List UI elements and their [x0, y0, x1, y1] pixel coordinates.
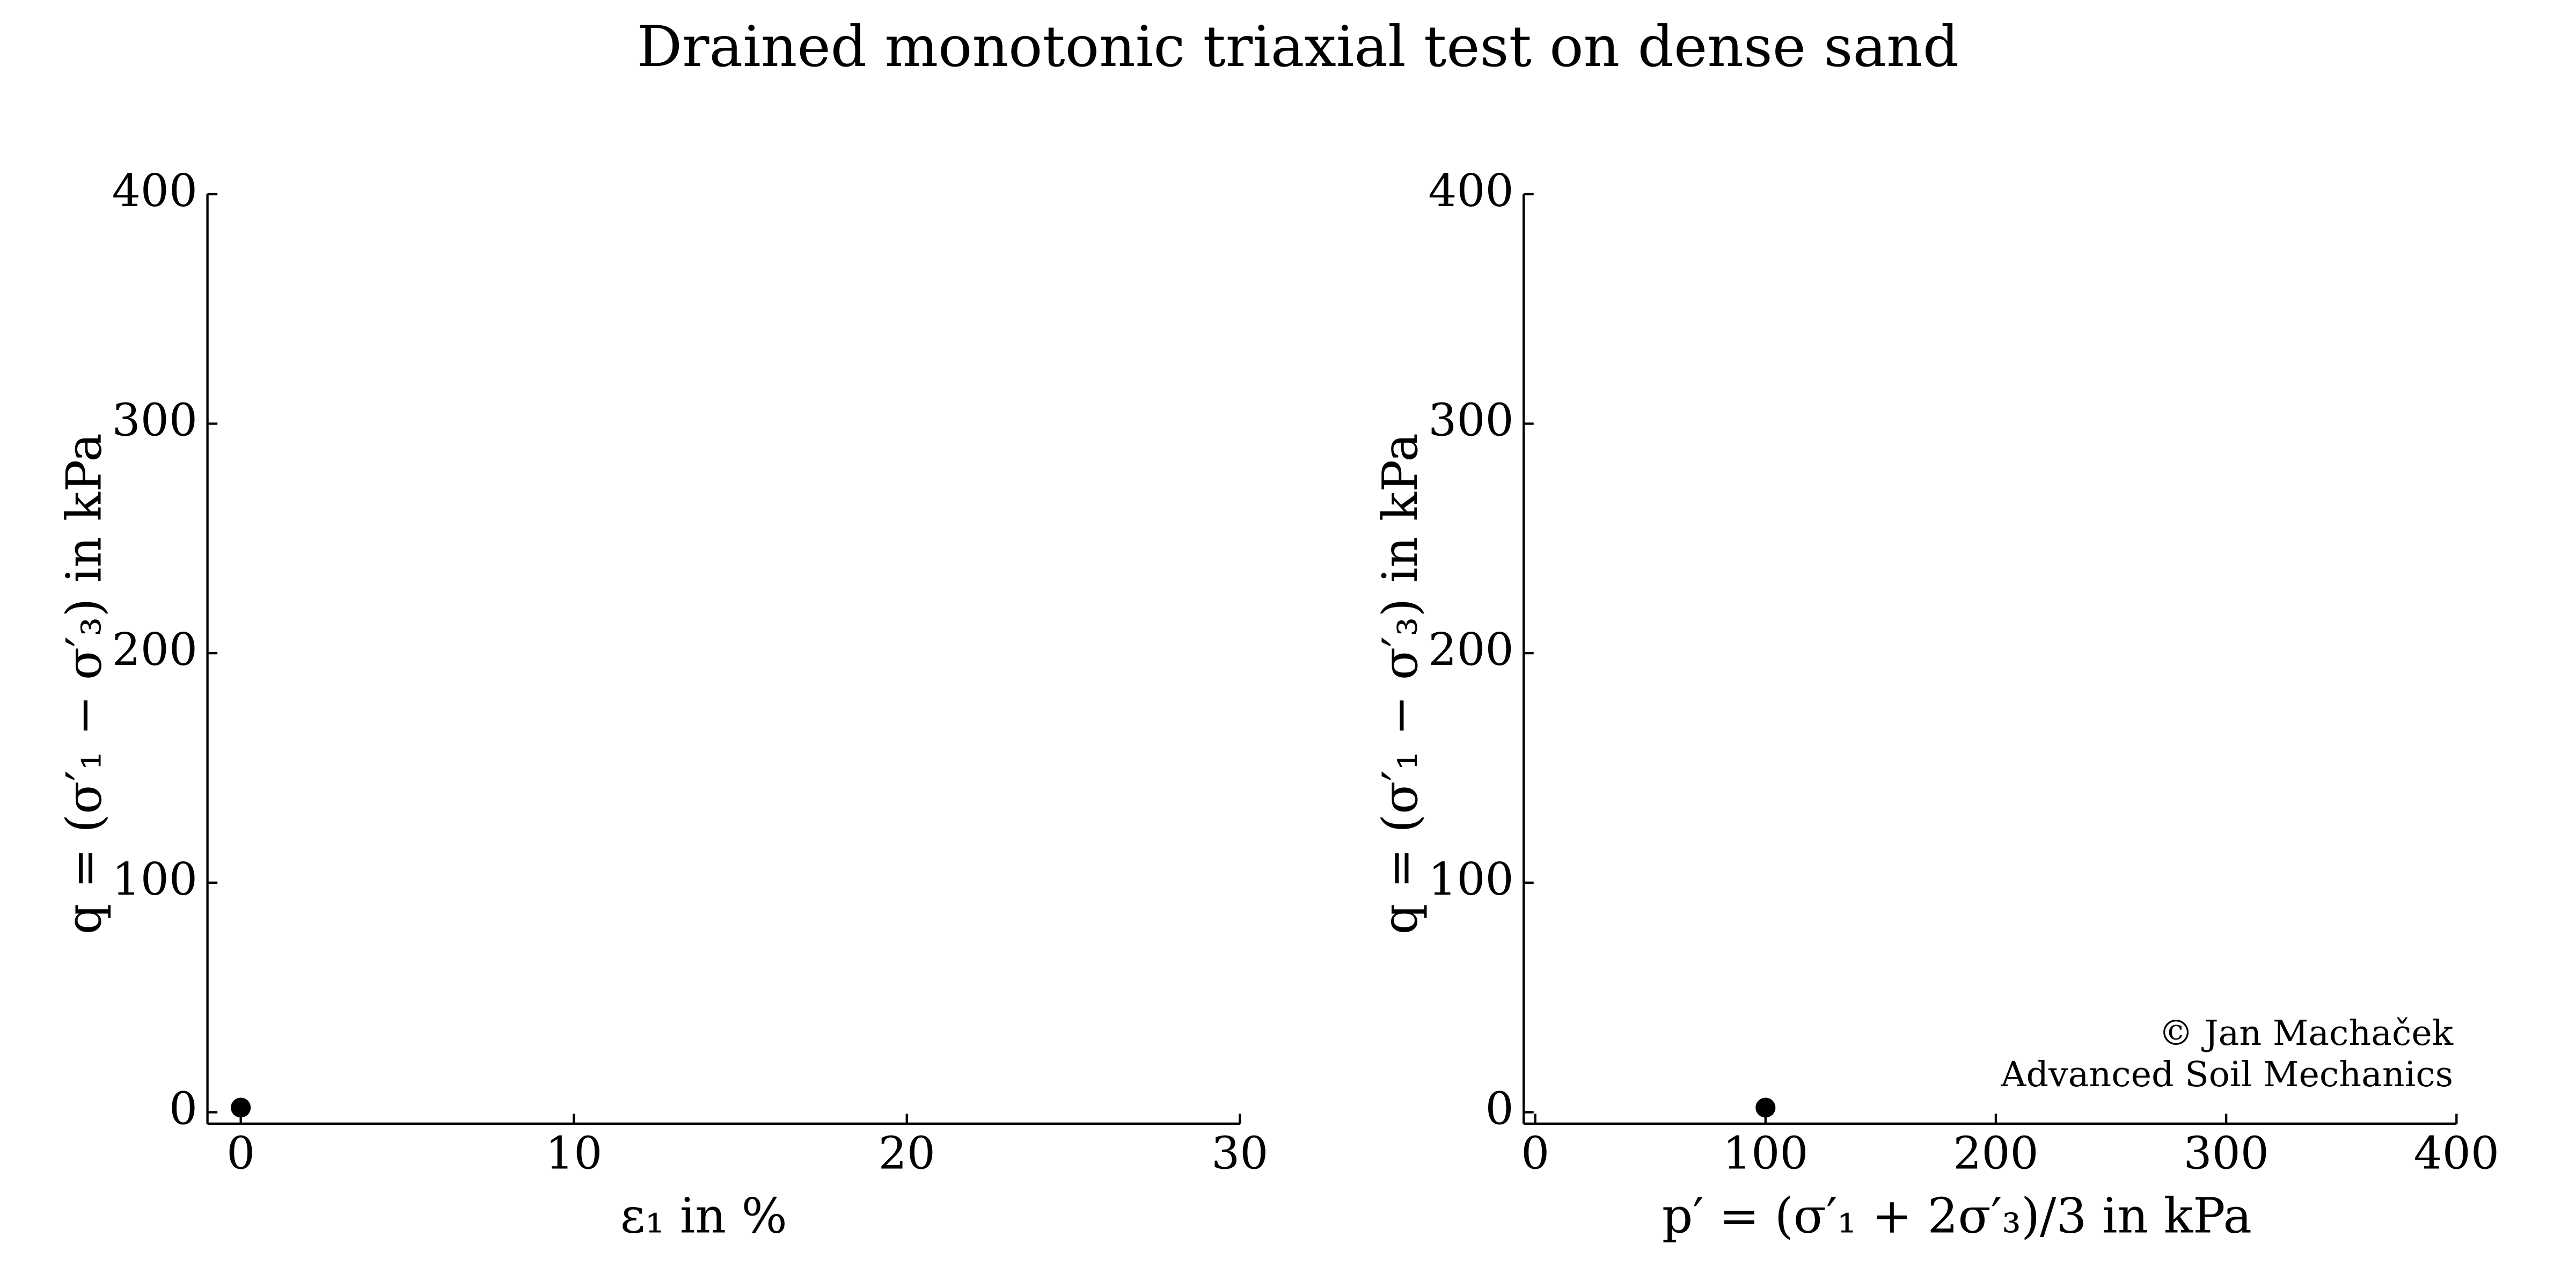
x-tick-label: 0 — [1521, 1127, 1549, 1180]
annotation: Advanced Soil Mechanics — [2001, 1055, 2454, 1095]
x-tick-label: 200 — [1953, 1127, 2038, 1180]
y-tick-label: 100 — [1428, 853, 1513, 905]
x-axis-label: p′ = (σ′₁ + 2σ′₃)/3 in kPa — [1662, 1189, 2252, 1245]
y-tick-label: 200 — [1428, 623, 1513, 676]
y-tick-label: 100 — [112, 853, 197, 905]
figure-title: Drained monotonic triaxial test on dense… — [637, 13, 1959, 79]
annotation: © Jan Machaček — [2158, 1013, 2454, 1053]
y-axis-label: q = (σ′₁ − σ′₃) in kPa — [56, 433, 112, 934]
data-point — [1755, 1097, 1776, 1118]
x-tick-label: 400 — [2414, 1127, 2499, 1180]
y-tick-label: 200 — [112, 623, 197, 676]
data-point — [231, 1097, 251, 1118]
x-tick-label: 0 — [226, 1127, 255, 1180]
y-tick-label: 0 — [169, 1082, 197, 1135]
y-tick-label: 0 — [1485, 1082, 1513, 1135]
x-tick-label: 10 — [545, 1127, 602, 1180]
y-tick-label: 300 — [112, 393, 197, 446]
x-tick-label: 30 — [1211, 1127, 1268, 1180]
x-tick-label: 100 — [1723, 1127, 1808, 1180]
y-tick-label: 400 — [112, 164, 197, 217]
x-tick-label: 20 — [879, 1127, 935, 1180]
y-tick-label: 400 — [1428, 164, 1513, 217]
y-tick-label: 300 — [1428, 393, 1513, 446]
y-axis-label: q = (σ′₁ − σ′₃) in kPa — [1373, 433, 1429, 934]
x-tick-label: 300 — [2183, 1127, 2268, 1180]
x-axis-label: ε₁ in % — [620, 1189, 787, 1245]
